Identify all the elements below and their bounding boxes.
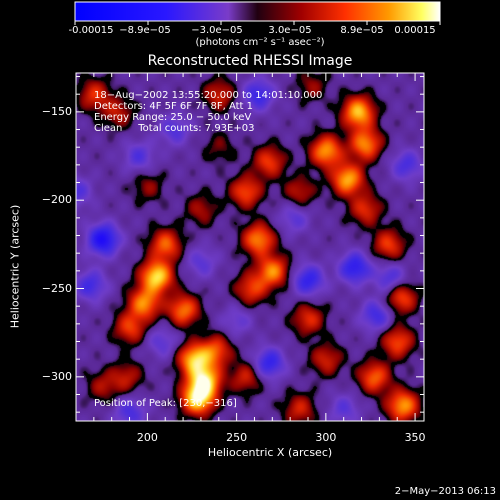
colorbar-tick-label: 0.00015 <box>394 25 436 36</box>
colorbar-tick-label: -0.00015 <box>68 25 114 36</box>
colorbar-ticks <box>74 21 441 25</box>
y-axis-label: Heliocentric Y (arcsec) <box>8 204 22 329</box>
chart-title: Reconstructed RHESSI Image <box>147 53 353 69</box>
x-tick-label: 350 <box>404 431 426 444</box>
x-tick-label: 250 <box>226 431 248 444</box>
y-tick-label: −300 <box>41 369 72 383</box>
plot-frame <box>75 72 425 422</box>
annotation-line: Clean Total counts: 7.93E+03 <box>94 123 255 134</box>
colorbar-tick-label: −8.9e−05 <box>119 25 171 36</box>
axis-ticks <box>75 73 424 421</box>
y-tick-label: −200 <box>41 193 72 207</box>
heatmap-image <box>76 73 424 421</box>
colorbar-tick-label: 3.0e−05 <box>268 25 312 36</box>
colorbar-unit-label: (photons cm⁻² s⁻¹ asec⁻²) <box>195 37 325 48</box>
x-tick-label: 300 <box>315 431 337 444</box>
annotation-line: 18−Aug−2002 13:55:20.000 to 14:01:10.000 <box>94 90 323 101</box>
annotation-line: Energy Range: 25.0 − 50.0 keV <box>94 112 252 123</box>
colorbar-tick-label: 8.9e−05 <box>340 25 384 36</box>
y-tick-label: −250 <box>41 281 72 295</box>
x-tick-label: 200 <box>136 431 158 444</box>
colorbar-tick-label: −3.0e−05 <box>191 25 243 36</box>
peak-label: Position of Peak: [230,−316] <box>94 398 237 409</box>
y-tick-label: −150 <box>41 104 72 118</box>
footer-date: 2−May−2013 06:13 <box>394 486 496 497</box>
annotation-line: Detectors: 4F 5F 6F 7F 8F, Att 1 <box>94 101 254 112</box>
x-axis-label: Heliocentric X (arcsec) <box>207 446 333 459</box>
colorbar <box>74 1 441 22</box>
